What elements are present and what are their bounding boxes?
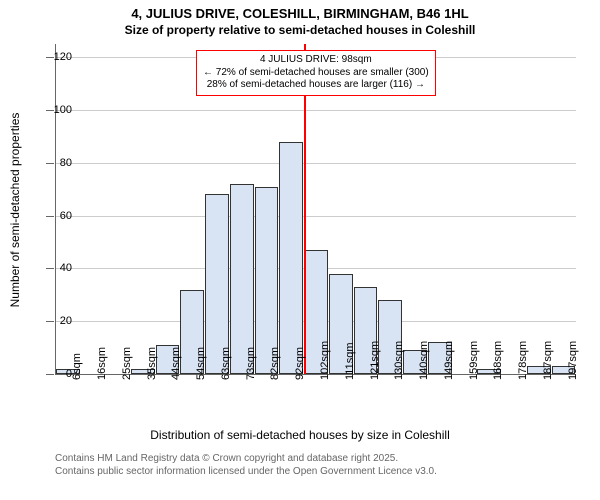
y-tick — [46, 216, 54, 217]
x-tick-label: 63sqm — [220, 347, 232, 380]
gridline — [56, 216, 576, 217]
y-tick-label: 60 — [60, 210, 72, 222]
x-tick-label: 178sqm — [517, 341, 529, 380]
y-tick-label: 120 — [54, 51, 72, 63]
annotation-line: 28% of semi-detached houses are larger (… — [203, 79, 429, 92]
x-tick-label: 168sqm — [492, 341, 504, 380]
x-tick-label: 54sqm — [195, 347, 207, 380]
gridline — [56, 110, 576, 111]
plot-area: 4 JULIUS DRIVE: 98sqm← 72% of semi-detac… — [55, 44, 576, 375]
x-tick-label: 102sqm — [319, 341, 331, 380]
x-tick-label: 25sqm — [121, 347, 133, 380]
gridline — [56, 163, 576, 164]
x-tick-label: 6sqm — [71, 353, 83, 380]
histogram-bar — [279, 142, 303, 374]
x-tick-label: 130sqm — [393, 341, 405, 380]
y-axis-label: Number of semi-detached properties — [8, 113, 22, 308]
x-tick-label: 159sqm — [468, 341, 480, 380]
y-tick — [46, 268, 54, 269]
footnote: Contains HM Land Registry data © Crown c… — [55, 452, 437, 478]
footnote-line-2: Contains public sector information licen… — [55, 465, 437, 478]
y-tick-label: 40 — [60, 262, 72, 274]
x-tick-label: 16sqm — [96, 347, 108, 380]
x-tick-label: 121sqm — [369, 341, 381, 380]
x-tick-label: 197sqm — [567, 341, 579, 380]
x-tick-label: 140sqm — [418, 341, 430, 380]
y-tick-label: 100 — [54, 104, 72, 116]
x-tick-label: 187sqm — [542, 341, 554, 380]
x-tick-label: 35sqm — [146, 347, 158, 380]
footnote-line-1: Contains HM Land Registry data © Crown c… — [55, 452, 437, 465]
x-tick-label: 44sqm — [170, 347, 182, 380]
x-tick-label: 92sqm — [294, 347, 306, 380]
chart-title-main: 4, JULIUS DRIVE, COLESHILL, BIRMINGHAM, … — [0, 0, 600, 23]
y-tick-label: 20 — [60, 315, 72, 327]
chart-title-sub: Size of property relative to semi-detach… — [0, 23, 600, 39]
chart-container: 4, JULIUS DRIVE, COLESHILL, BIRMINGHAM, … — [0, 0, 600, 500]
annotation-line: ← 72% of semi-detached houses are smalle… — [203, 67, 429, 80]
x-tick-label: 73sqm — [245, 347, 257, 380]
y-tick-label: 80 — [60, 157, 72, 169]
y-tick — [46, 163, 54, 164]
x-axis-label: Distribution of semi-detached houses by … — [0, 428, 600, 442]
y-tick — [46, 321, 54, 322]
y-tick — [46, 374, 54, 375]
annotation-box: 4 JULIUS DRIVE: 98sqm← 72% of semi-detac… — [196, 50, 436, 96]
x-tick-label: 111sqm — [344, 342, 356, 380]
histogram-bar — [230, 184, 254, 374]
x-tick-label: 82sqm — [269, 347, 281, 380]
histogram-bar — [255, 187, 279, 374]
annotation-line: 4 JULIUS DRIVE: 98sqm — [203, 54, 429, 67]
x-tick-label: 149sqm — [443, 341, 455, 380]
